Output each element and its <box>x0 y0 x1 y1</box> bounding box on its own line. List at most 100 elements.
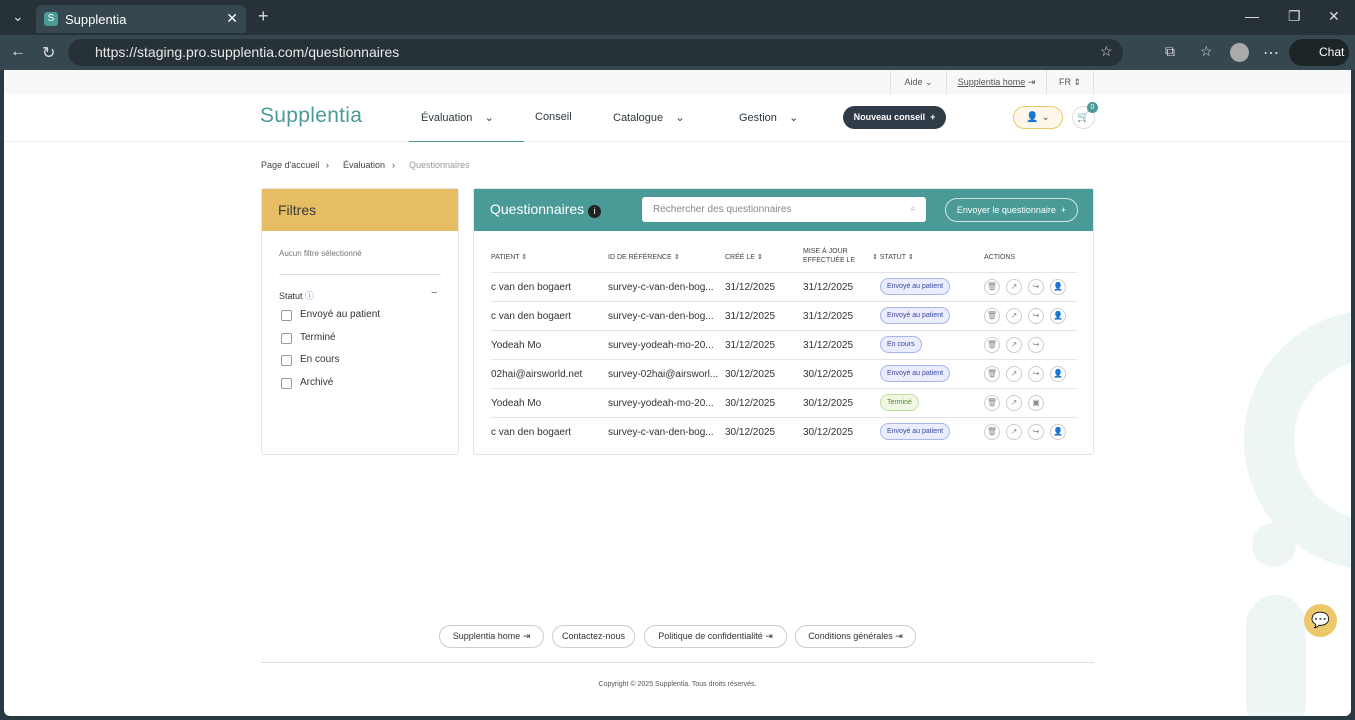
user-menu-button[interactable]: 👤 ⌄ <box>1013 106 1063 129</box>
tab-title: Supplentia <box>65 11 127 27</box>
nav-conseil[interactable]: Conseil <box>535 111 572 123</box>
extensions-icon[interactable]: ⧉ <box>1165 43 1175 59</box>
new-tab-icon[interactable]: + <box>258 6 269 26</box>
profile-avatar[interactable] <box>1230 43 1249 62</box>
footer-link-privacy[interactable]: Politique de confidentialité ⇥ <box>644 625 787 648</box>
nav-catalogue[interactable]: Catalogue ⌄ <box>613 112 685 124</box>
cell-ref: survey-yodeah-mo-20... <box>608 398 714 409</box>
collapse-icon[interactable]: − <box>431 287 438 299</box>
header-label: CRÉÉ LE <box>725 254 755 261</box>
assign-user-icon[interactable]: 👤 <box>1050 366 1066 382</box>
send-questionnaire-button[interactable]: Envoyer le questionnaire + <box>945 198 1078 222</box>
logo[interactable]: Supplentia <box>260 104 363 127</box>
cart-icon[interactable]: 🛒 <box>1072 106 1095 129</box>
breadcrumb-evaluation[interactable]: Évaluation <box>343 160 386 170</box>
tab-list-icon[interactable]: ⌄ <box>12 8 24 24</box>
favorites-icon[interactable]: ☆ <box>1200 43 1213 59</box>
delete-icon[interactable]: 🗑 <box>984 424 1000 440</box>
checkbox-archive[interactable] <box>281 378 292 389</box>
cell-patient: Yodeah Mo <box>491 398 542 409</box>
col-patient[interactable]: PATIENT ⇕ <box>491 254 528 261</box>
nav-gestion[interactable]: Gestion ⌄ <box>739 112 799 124</box>
checkbox-termine[interactable] <box>281 333 292 344</box>
chat-label: Chat <box>1319 45 1345 59</box>
col-updated[interactable]: MISE À JOUR EFFECTUÉE LE <box>803 248 856 264</box>
table-row[interactable]: c van den bogaert survey-c-van-den-bog..… <box>491 272 1077 301</box>
supplentia-home-link[interactable]: Supplentia home ⇥ <box>946 70 1046 94</box>
url-input[interactable]: https://staging.pro.supplentia.com/quest… <box>68 39 1123 66</box>
archive-icon[interactable]: ▣ <box>1028 395 1044 411</box>
open-icon[interactable]: ↗ <box>1006 395 1022 411</box>
questionnaires-panel: Questionnaires i Rechercher des question… <box>473 188 1094 455</box>
delete-icon[interactable]: 🗑 <box>984 279 1000 295</box>
browser-tab[interactable]: S Supplentia ✕ <box>36 5 246 33</box>
resend-icon[interactable]: ↪ <box>1028 366 1044 382</box>
close-window-icon[interactable]: ✕ <box>1328 8 1340 24</box>
browser-tabbar: ⌄ S Supplentia ✕ + — ❐ ✕ <box>0 0 1355 35</box>
help-label: Aide <box>904 77 923 87</box>
resend-icon[interactable]: ↪ <box>1028 279 1044 295</box>
favorite-icon[interactable]: ☆ <box>1100 43 1113 59</box>
assign-user-icon[interactable]: 👤 <box>1050 308 1066 324</box>
delete-icon[interactable]: 🗑 <box>984 366 1000 382</box>
restore-icon[interactable]: ❐ <box>1288 8 1301 24</box>
resend-icon[interactable]: ↪ <box>1028 308 1044 324</box>
checkbox-en-cours[interactable] <box>281 355 292 366</box>
refresh-icon[interactable]: ↻ <box>42 45 56 62</box>
col-created[interactable]: CRÉÉ LE ⇕ <box>725 254 763 261</box>
help-menu[interactable]: Aide ⌄ <box>890 70 946 94</box>
nav-label: Gestion <box>739 112 777 124</box>
cell-ref: survey-02hai@airsworl... <box>608 369 719 380</box>
back-icon[interactable]: ← <box>10 43 26 60</box>
checkbox-label: En cours <box>300 354 340 365</box>
filters-panel: Filtres Aucun filtre sélectionné Statut … <box>261 188 459 455</box>
checkbox-label: Envoyé au patient <box>300 309 381 320</box>
cell-patient: c van den bogaert <box>491 311 572 322</box>
table-row[interactable]: c van den bogaert survey-c-van-den-bog..… <box>491 301 1077 330</box>
footer-link-contact[interactable]: Contactez-nous <box>552 625 635 648</box>
close-tab-icon[interactable]: ✕ <box>226 10 238 26</box>
assign-user-icon[interactable]: 👤 <box>1050 424 1066 440</box>
col-status[interactable]: ⇕ STATUT ⇕ <box>872 254 914 261</box>
search-input[interactable]: Rechercher des questionnaires ⌕ <box>642 197 926 222</box>
resend-icon[interactable]: ↪ <box>1028 337 1044 353</box>
chat-button[interactable]: Chat <box>1289 39 1349 66</box>
cell-created: 30/12/2025 <box>725 369 776 380</box>
info-icon[interactable]: i <box>588 205 602 218</box>
open-icon[interactable]: ↗ <box>1006 279 1022 295</box>
checkbox-envoye[interactable] <box>281 310 292 321</box>
table-row[interactable]: Yodeah Mo survey-yodeah-mo-20... 30/12/2… <box>491 388 1077 417</box>
breadcrumb-separator: › <box>392 160 395 170</box>
cell-patient: 02hai@airsworld.net <box>491 369 583 380</box>
resend-icon[interactable]: ↪ <box>1028 424 1044 440</box>
url-text: https://staging.pro.supplentia.com/quest… <box>95 44 400 60</box>
open-icon[interactable]: ↗ <box>1006 366 1022 382</box>
cell-created: 31/12/2025 <box>725 282 776 293</box>
table-row[interactable]: Yodeah Mo survey-yodeah-mo-20... 31/12/2… <box>491 330 1077 359</box>
new-conseil-button[interactable]: Nouveau conseil + <box>843 106 946 129</box>
footer-link-terms[interactable]: Conditions générales ⇥ <box>795 625 916 648</box>
breadcrumb-home[interactable]: Page d'accueil <box>261 160 320 170</box>
status-filter-group[interactable]: Statut ⓘ <box>279 289 314 302</box>
open-icon[interactable]: ↗ <box>1006 337 1022 353</box>
table-row[interactable]: c van den bogaert survey-c-van-den-bog..… <box>491 417 1077 446</box>
breadcrumb-current: Questionnaires <box>409 160 470 170</box>
col-ref[interactable]: ID DE RÉFÉRENCE ⇕ <box>608 254 680 261</box>
title-text: Questionnaires <box>490 201 585 217</box>
chat-bubble-icon[interactable]: 💬 <box>1304 604 1337 637</box>
minimize-icon[interactable]: — <box>1245 8 1259 24</box>
assign-user-icon[interactable]: 👤 <box>1050 279 1066 295</box>
status-badge: Envoyé au patient <box>880 307 951 324</box>
delete-icon[interactable]: 🗑 <box>984 337 1000 353</box>
delete-icon[interactable]: 🗑 <box>984 308 1000 324</box>
more-icon[interactable]: ⋯ <box>1263 45 1279 62</box>
table-row[interactable]: 02hai@airsworld.net survey-02hai@airswor… <box>491 359 1077 388</box>
open-icon[interactable]: ↗ <box>1006 308 1022 324</box>
delete-icon[interactable]: 🗑 <box>984 395 1000 411</box>
nav-evaluation[interactable]: Évaluation ⌄ <box>409 112 524 142</box>
header-label: PATIENT <box>491 254 520 261</box>
footer-link-home[interactable]: Supplentia home ⇥ <box>439 625 544 648</box>
open-icon[interactable]: ↗ <box>1006 424 1022 440</box>
language-select[interactable]: FR ⇕ <box>1046 70 1094 94</box>
page: Aide ⌄ Supplentia home ⇥ FR ⇕ Supplentia… <box>4 70 1351 716</box>
